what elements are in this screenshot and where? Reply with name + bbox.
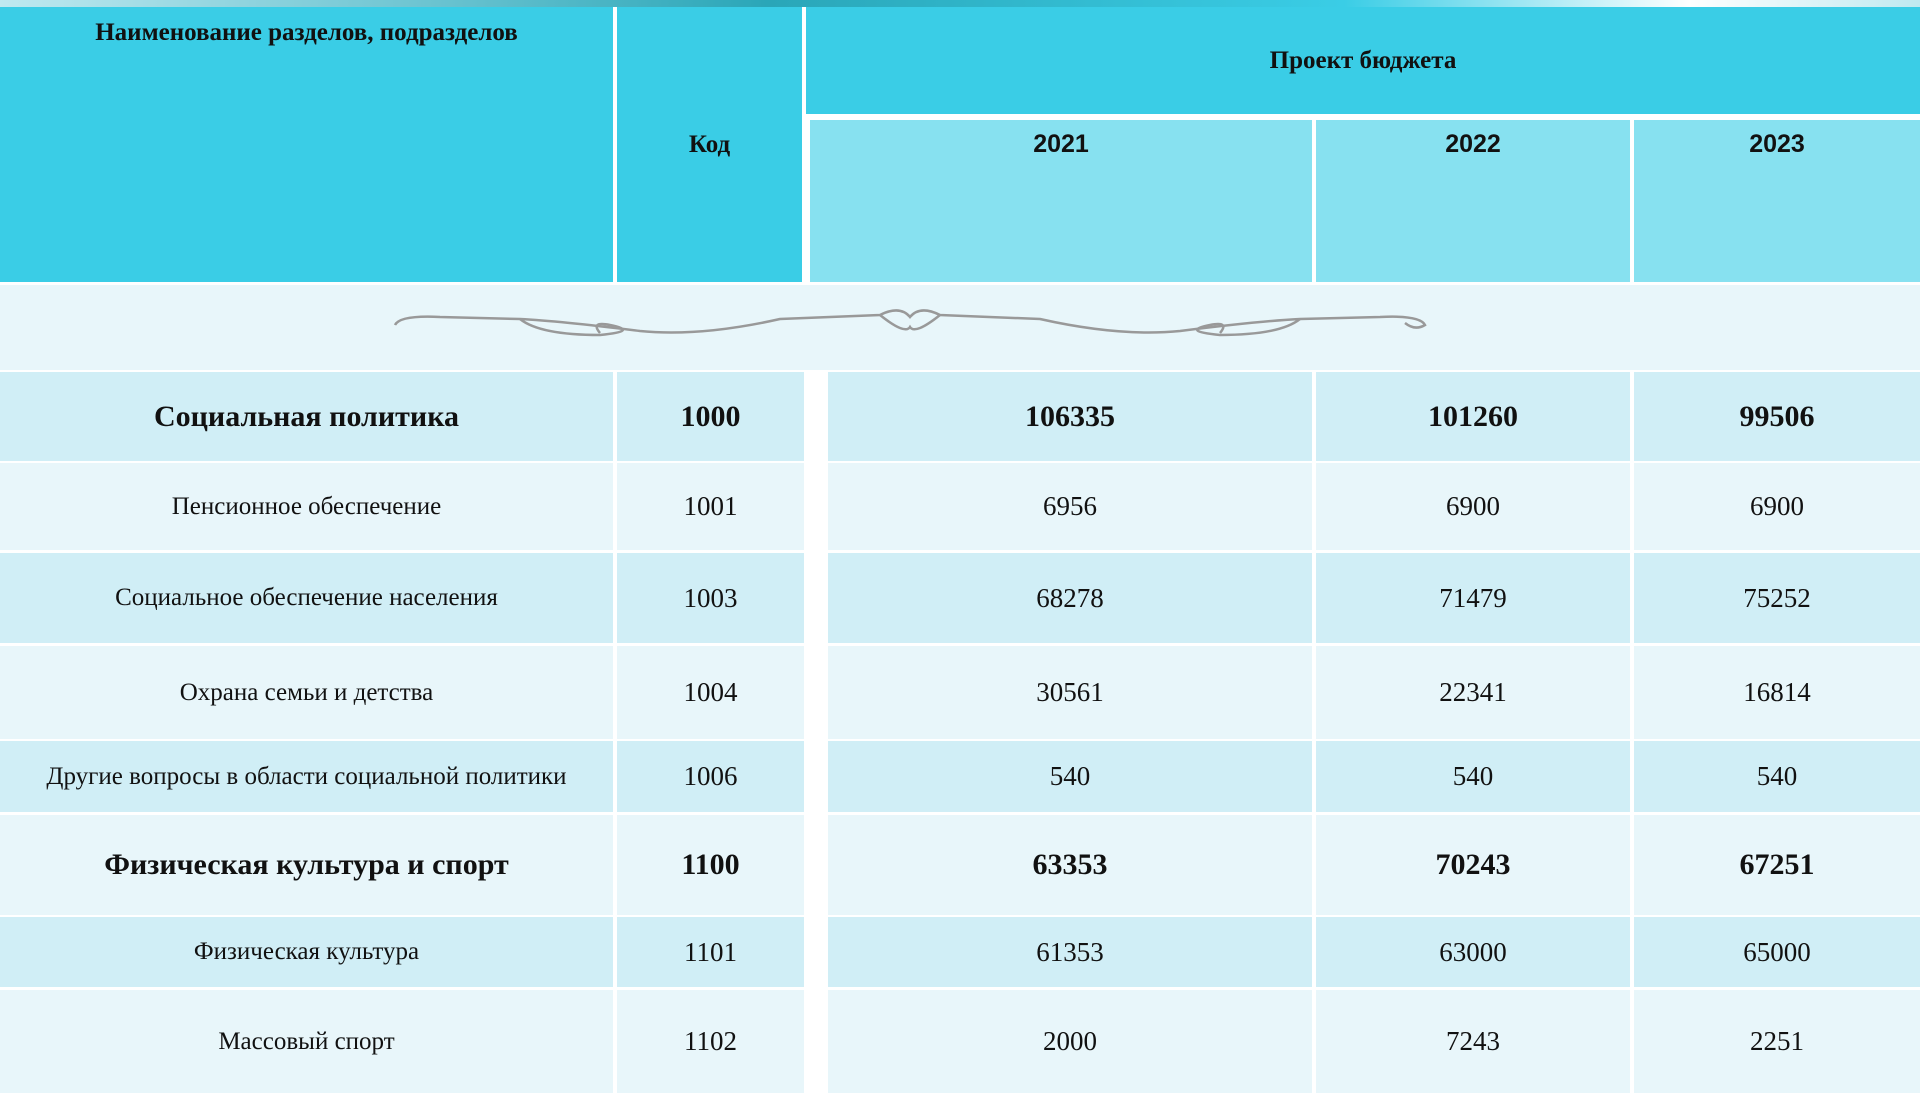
row-name: Социальное обеспечение населения (0, 553, 613, 643)
row-value: 6900 (1316, 463, 1630, 550)
row-value: 106335 (828, 372, 1312, 461)
header-year: 2022 (1316, 120, 1630, 282)
row-code: 1003 (617, 553, 804, 643)
row-name: Охрана семьи и детства (0, 646, 613, 739)
header-year: 2021 (810, 120, 1312, 282)
row-value: 65000 (1634, 917, 1920, 987)
row-code: 1004 (617, 646, 804, 739)
row-code: 1006 (617, 741, 804, 812)
ornament-row (0, 285, 1920, 370)
row-value: 540 (1634, 741, 1920, 812)
row-name: Пенсионное обеспечение (0, 463, 613, 550)
row-value: 2000 (828, 990, 1312, 1093)
top-strip (0, 0, 1920, 7)
header-name: Наименование разделов, подразделов (0, 7, 613, 282)
row-value: 75252 (1634, 553, 1920, 643)
header-code: Код (617, 7, 802, 282)
row-value: 99506 (1634, 372, 1920, 461)
header-year: 2023 (1634, 120, 1920, 282)
row-value: 16814 (1634, 646, 1920, 739)
row-value: 70243 (1316, 815, 1630, 915)
row-value: 540 (828, 741, 1312, 812)
row-value: 6900 (1634, 463, 1920, 550)
row-value: 68278 (828, 553, 1312, 643)
row-name: Массовый спорт (0, 990, 613, 1093)
row-code: 1100 (617, 815, 804, 915)
row-value: 6956 (828, 463, 1312, 550)
row-value: 71479 (1316, 553, 1630, 643)
row-value: 63353 (828, 815, 1312, 915)
row-name: Физическая культура (0, 917, 613, 987)
row-code: 1102 (617, 990, 804, 1093)
header-budget: Проект бюджета (806, 7, 1920, 114)
row-name: Другие вопросы в области социальной поли… (0, 741, 613, 812)
row-name: Физическая культура и спорт (0, 815, 613, 915)
row-value: 540 (1316, 741, 1630, 812)
row-value: 61353 (828, 917, 1312, 987)
row-code: 1001 (617, 463, 804, 550)
row-code: 1000 (617, 372, 804, 461)
row-value: 2251 (1634, 990, 1920, 1093)
row-value: 7243 (1316, 990, 1630, 1093)
row-value: 101260 (1316, 372, 1630, 461)
row-value: 67251 (1634, 815, 1920, 915)
row-value: 63000 (1316, 917, 1630, 987)
row-name: Социальная политика (0, 372, 613, 461)
ornament (393, 309, 1427, 337)
row-code: 1101 (617, 917, 804, 987)
row-value: 30561 (828, 646, 1312, 739)
row-value: 22341 (1316, 646, 1630, 739)
